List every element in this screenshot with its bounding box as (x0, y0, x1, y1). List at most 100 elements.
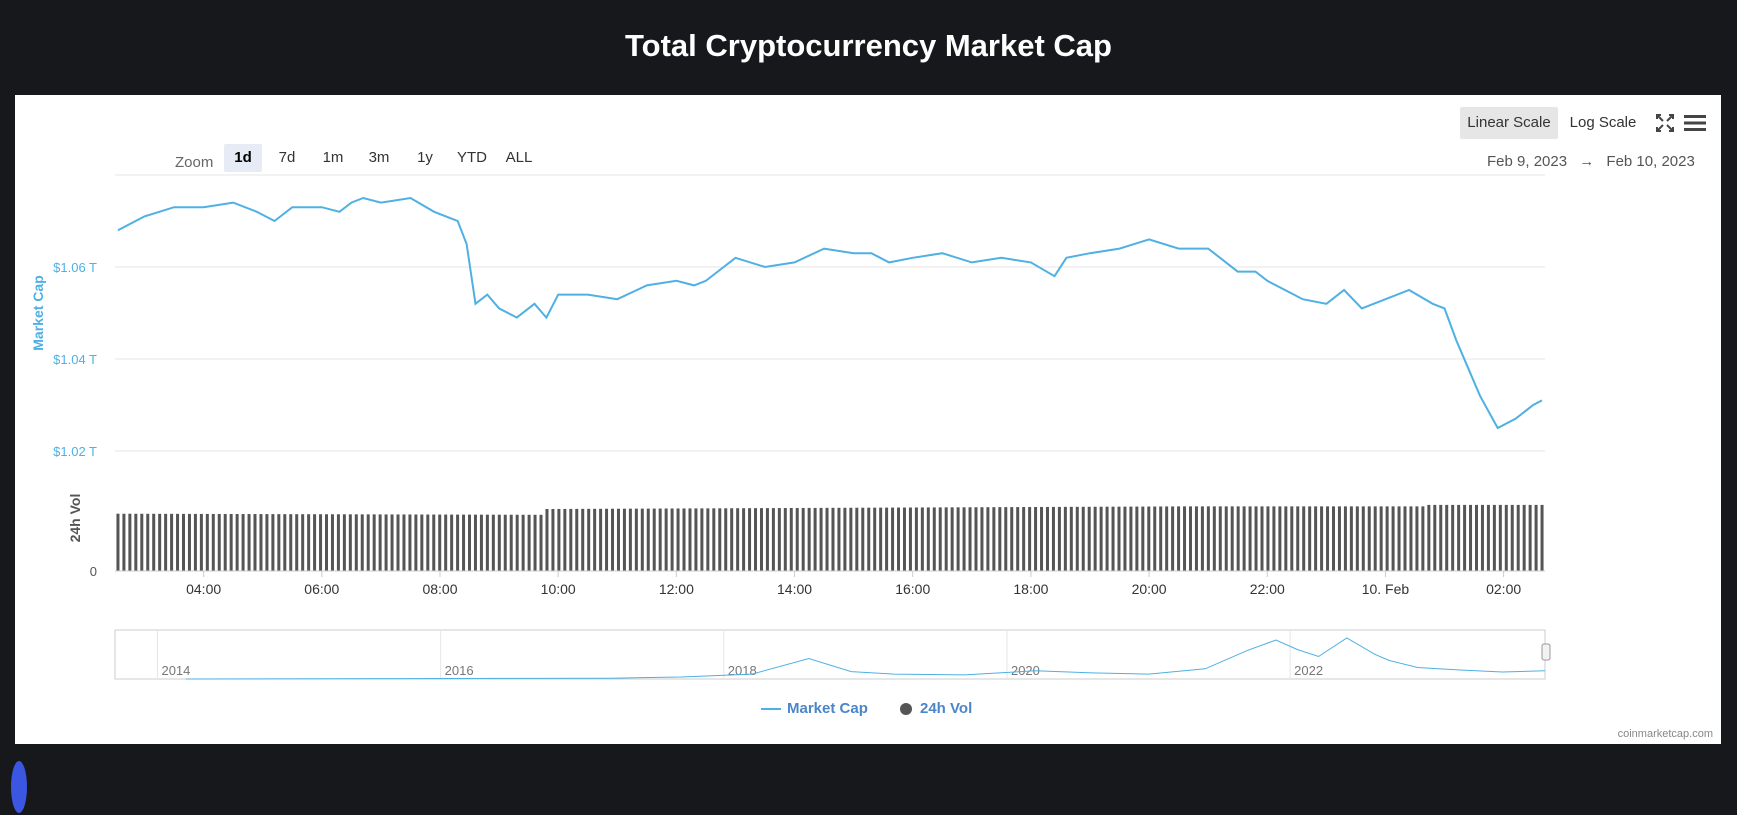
volume-bar (748, 508, 751, 571)
volume-bar (843, 508, 846, 571)
volume-bar (414, 514, 417, 571)
zoom-1d-button[interactable]: 1d (224, 144, 262, 172)
volume-bar (1141, 507, 1144, 571)
volume-bar (116, 514, 119, 571)
volume-bar (540, 515, 543, 571)
volume-bar (706, 508, 709, 571)
volume-bar (1350, 506, 1353, 571)
date-range[interactable]: Feb 9, 2023 → Feb 10, 2023 (1487, 153, 1719, 170)
legend-volume[interactable]: 24h Vol (900, 700, 972, 717)
volume-bar (563, 509, 566, 571)
volume-bar (486, 515, 489, 571)
volume-bar (605, 509, 608, 571)
volume-bar (319, 514, 322, 571)
zoom-7d-button[interactable]: 7d (268, 144, 306, 172)
volume-bar (1487, 505, 1490, 571)
volume-bar (1296, 506, 1299, 571)
linear-scale-button[interactable]: Linear Scale (1460, 107, 1558, 139)
volume-bar (1374, 506, 1377, 571)
volume-bar (1243, 506, 1246, 571)
volume-bar (313, 514, 316, 571)
volume-bar (623, 509, 626, 571)
volume-bar (230, 514, 233, 571)
y-tick-label: $1.06 T (53, 260, 97, 275)
zoom-1m-button[interactable]: 1m (314, 144, 352, 172)
menu-icon[interactable] (1681, 109, 1709, 137)
y-tick-label: $1.04 T (53, 352, 97, 367)
volume-bar (408, 514, 411, 571)
volume-bar (760, 508, 763, 571)
volume-bar (1159, 506, 1162, 571)
legend-volume-label: 24h Vol (920, 700, 972, 717)
volume-bar (736, 508, 739, 571)
volume-bar (170, 514, 173, 571)
volume-bar (569, 509, 572, 571)
volume-bar (1290, 506, 1293, 571)
volume-bar (867, 508, 870, 571)
volume-bar (1088, 507, 1091, 571)
volume-bar (1392, 506, 1395, 571)
legend-dot-swatch (900, 703, 912, 715)
volume-bar (367, 514, 370, 571)
volume-bar (1046, 507, 1049, 571)
volume-bar (528, 515, 531, 571)
volume-bar (516, 515, 519, 571)
navigator-year-label: 2014 (161, 663, 190, 678)
zoom-ytd-button[interactable]: YTD (452, 144, 492, 172)
volume-bar (277, 514, 280, 571)
volume-bar (248, 514, 251, 571)
volume-bar (581, 509, 584, 571)
volume-bar (1123, 507, 1126, 571)
volume-bar (1284, 506, 1287, 571)
volume-bar (683, 508, 686, 571)
zoom-3m-button[interactable]: 3m (360, 144, 398, 172)
navigator-year-label: 2016 (445, 663, 474, 678)
volume-bar (849, 508, 852, 571)
navigator-handle (1542, 644, 1550, 660)
volume-bar (1409, 506, 1412, 571)
volume-bar (1058, 507, 1061, 571)
volume-bar (796, 508, 799, 571)
volume-bar (778, 508, 781, 571)
volume-bar (957, 507, 960, 571)
side-handle[interactable] (9, 759, 29, 815)
volume-bar (176, 514, 179, 571)
volume-bar (1362, 506, 1365, 571)
volume-bar (814, 508, 817, 571)
volume-bar (1403, 506, 1406, 571)
volume-bar (122, 514, 125, 571)
zoom-1y-button[interactable]: 1y (406, 144, 444, 172)
volume-bar (1451, 505, 1454, 571)
volume-bar (1165, 506, 1168, 571)
volume-bar (945, 507, 948, 571)
volume-bar (754, 508, 757, 571)
volume-bar (730, 508, 733, 571)
volume-bar (1135, 507, 1138, 571)
fullscreen-icon[interactable] (1651, 109, 1679, 137)
navigator-year-label: 2022 (1294, 663, 1323, 678)
x-tick-label: 18:00 (1013, 581, 1048, 597)
volume-bar (1183, 506, 1186, 571)
volume-bar (903, 508, 906, 571)
legend-market-cap[interactable]: Market Cap (761, 700, 868, 717)
credit-link[interactable]: coinmarketcap.com (1618, 728, 1713, 740)
volume-bar (1386, 506, 1389, 571)
date-to[interactable]: Feb 10, 2023 (1606, 153, 1694, 170)
volume-bar (182, 514, 185, 571)
y2-tick-label: 0 (90, 564, 97, 579)
volume-bar (575, 509, 578, 571)
date-from[interactable]: Feb 9, 2023 (1487, 153, 1567, 170)
log-scale-button[interactable]: Log Scale (1564, 107, 1642, 139)
volume-bar (1094, 507, 1097, 571)
volume-bar (492, 515, 495, 571)
volume-bar (450, 515, 453, 571)
volume-bar (855, 508, 858, 571)
volume-bar (343, 514, 346, 571)
volume-bar (820, 508, 823, 571)
y-axis-title: Market Cap (30, 275, 46, 350)
zoom-all-button[interactable]: ALL (499, 144, 539, 172)
volume-bar (402, 514, 405, 571)
volume-bar (522, 515, 525, 571)
volume-bar (1356, 506, 1359, 571)
